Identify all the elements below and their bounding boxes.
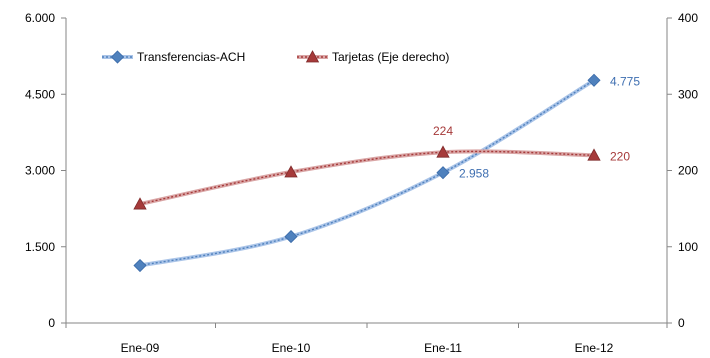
y-right-tick-label: 0 (678, 316, 685, 330)
data-label: 2.958 (459, 167, 489, 181)
series-line-texture (139, 150, 595, 205)
legend-label: Tarjetas (Eje derecho) (332, 50, 449, 64)
series-line-texture (139, 79, 595, 267)
data-label: 4.775 (610, 74, 640, 88)
y-left-tick-label: 0 (48, 316, 55, 330)
legend-marker (305, 50, 320, 63)
y-right-tick-label: 300 (678, 87, 698, 101)
y-right-tick-label: 400 (678, 11, 698, 25)
legend: Transferencias-ACH Tarjetas (Eje derecho) (102, 50, 449, 64)
series-marker (587, 73, 601, 87)
y-left-tick-label: 1.500 (25, 240, 55, 254)
y-right-tick-label: 200 (678, 164, 698, 178)
legend-label: Transferencias-ACH (137, 50, 245, 64)
series-marker (436, 166, 450, 180)
x-tick-label: Ene-09 (121, 341, 160, 355)
x-tick-label: Ene-10 (272, 341, 311, 355)
legend-marker (110, 50, 125, 64)
series-layer (133, 73, 601, 273)
y-left-tick-label: 4.500 (25, 87, 55, 101)
y-left-tick-label: 6.000 (25, 11, 55, 25)
series-marker (284, 165, 298, 178)
series-line-transferencias-ach (139, 78, 596, 268)
series-marker (436, 145, 450, 158)
axes: 0 1.500 3.000 4.500 6.000 0 100 200 300 400 Ene-09… (25, 11, 698, 355)
y-right-tick-label: 100 (678, 240, 698, 254)
series-line-tarjetas (139, 149, 595, 207)
series-marker (284, 230, 298, 244)
data-labels: 2.958 4.775 224 220 (433, 74, 640, 180)
x-tick-label: Ene-11 (424, 341, 462, 355)
data-label: 224 (433, 124, 453, 138)
series-marker (133, 258, 147, 273)
y-left-tick-label: 3.000 (25, 164, 55, 178)
x-tick-label: Ene-12 (575, 341, 614, 355)
data-label: 220 (610, 149, 630, 163)
series-marker (133, 197, 147, 210)
series-marker (587, 148, 601, 161)
